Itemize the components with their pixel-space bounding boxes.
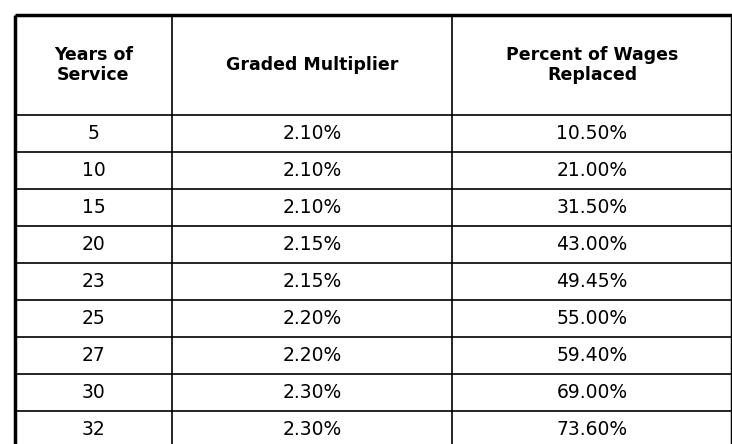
- Text: 5: 5: [88, 124, 100, 143]
- Text: 2.10%: 2.10%: [283, 124, 342, 143]
- Text: 43.00%: 43.00%: [556, 235, 627, 254]
- Text: 59.40%: 59.40%: [556, 346, 627, 365]
- Bar: [172, 411, 452, 444]
- Bar: [172, 374, 452, 411]
- Text: 2.10%: 2.10%: [283, 198, 342, 217]
- Bar: [452, 411, 732, 444]
- Text: 2.30%: 2.30%: [283, 383, 342, 402]
- Text: 73.60%: 73.60%: [556, 420, 627, 439]
- Bar: [15, 374, 172, 411]
- Bar: [452, 115, 732, 152]
- Bar: [15, 226, 172, 263]
- Text: 69.00%: 69.00%: [556, 383, 627, 402]
- Bar: [15, 15, 172, 115]
- Bar: [452, 337, 732, 374]
- Text: 20: 20: [82, 235, 105, 254]
- Bar: [172, 189, 452, 226]
- Text: Years of
Service: Years of Service: [54, 46, 133, 84]
- Text: 10: 10: [82, 161, 105, 180]
- Bar: [172, 115, 452, 152]
- Text: 15: 15: [82, 198, 105, 217]
- Text: 2.20%: 2.20%: [283, 309, 342, 328]
- Text: 31.50%: 31.50%: [556, 198, 627, 217]
- Text: 2.15%: 2.15%: [283, 272, 342, 291]
- Text: 2.30%: 2.30%: [283, 420, 342, 439]
- Text: Percent of Wages
Replaced: Percent of Wages Replaced: [506, 46, 678, 84]
- Bar: [452, 263, 732, 300]
- Text: 21.00%: 21.00%: [556, 161, 627, 180]
- Bar: [452, 374, 732, 411]
- Text: 32: 32: [82, 420, 105, 439]
- Bar: [172, 152, 452, 189]
- Bar: [15, 337, 172, 374]
- Bar: [15, 152, 172, 189]
- Bar: [172, 226, 452, 263]
- Bar: [452, 189, 732, 226]
- Text: 55.00%: 55.00%: [556, 309, 627, 328]
- Bar: [452, 300, 732, 337]
- Text: 2.20%: 2.20%: [283, 346, 342, 365]
- Bar: [15, 263, 172, 300]
- Bar: [15, 189, 172, 226]
- Text: 25: 25: [82, 309, 105, 328]
- Text: 23: 23: [82, 272, 105, 291]
- Bar: [452, 15, 732, 115]
- Bar: [15, 411, 172, 444]
- Bar: [172, 263, 452, 300]
- Text: Graded Multiplier: Graded Multiplier: [225, 56, 398, 74]
- Text: 2.10%: 2.10%: [283, 161, 342, 180]
- Bar: [172, 15, 452, 115]
- Bar: [452, 152, 732, 189]
- Text: 30: 30: [82, 383, 105, 402]
- Text: 2.15%: 2.15%: [283, 235, 342, 254]
- Text: 49.45%: 49.45%: [556, 272, 627, 291]
- Bar: [172, 300, 452, 337]
- Text: 27: 27: [82, 346, 105, 365]
- Text: 10.50%: 10.50%: [556, 124, 627, 143]
- Bar: [172, 337, 452, 374]
- Bar: [452, 226, 732, 263]
- Bar: [15, 115, 172, 152]
- Bar: [15, 300, 172, 337]
